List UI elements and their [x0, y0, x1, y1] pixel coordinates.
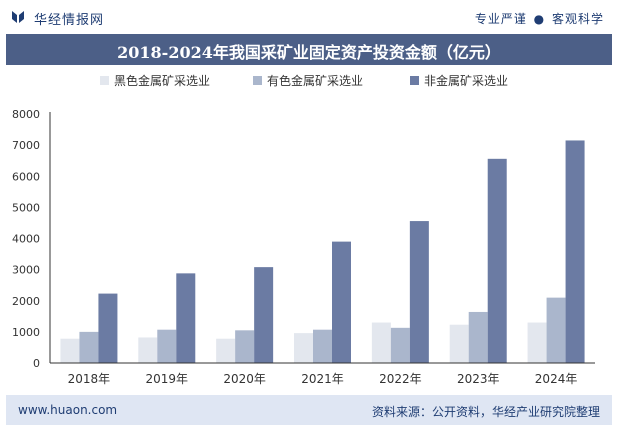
brand-logo-icon — [12, 11, 24, 23]
bar — [332, 241, 351, 363]
x-tick-label: 2024年 — [535, 372, 578, 386]
bar — [98, 293, 118, 363]
x-tick-label: 2019年 — [146, 372, 189, 386]
bar — [371, 322, 391, 363]
bar — [487, 158, 507, 363]
legend-swatch — [253, 76, 262, 85]
bar — [157, 329, 177, 363]
top-bar: 华经情报网 专业严谨 ● 客观科学 — [0, 0, 618, 34]
y-tick-label: 1000 — [12, 326, 40, 339]
bar — [294, 333, 313, 363]
legend-label: 有色金属矿采选业 — [267, 73, 363, 88]
x-tick-label: 2022年 — [379, 372, 422, 386]
bar — [409, 221, 429, 363]
bar — [546, 297, 566, 363]
brand-name: 华经情报网 — [34, 13, 105, 28]
legend-label: 黑色金属矿采选业 — [114, 73, 210, 88]
bar — [60, 338, 80, 363]
x-tick-label: 2020年 — [223, 372, 266, 386]
bar — [79, 331, 99, 363]
y-tick-label: 8000 — [12, 108, 40, 121]
legend-label: 非金属矿采选业 — [424, 73, 508, 88]
slogan-right: 客观科学 — [551, 12, 604, 26]
bar — [468, 311, 488, 363]
bar — [527, 322, 547, 363]
bar — [565, 140, 585, 363]
y-tick-label: 0 — [33, 357, 40, 370]
legend-swatch — [100, 76, 109, 85]
chart-area: 黑色金属矿采选业 有色金属矿采选业 非金属矿采选业 0 1000 2000 3000 4000… — [0, 65, 618, 395]
y-tick-label: 7000 — [12, 139, 40, 152]
bar — [313, 329, 332, 363]
title-bar: 2018-2024年我国采矿业固定资产投资金额（亿元） — [6, 34, 612, 65]
bar — [216, 338, 236, 363]
footer-bar: www.huaon.com 资料来源：公开资料，华经产业研究院整理 — [6, 395, 612, 425]
slogan-separator: ● — [533, 12, 546, 26]
bar — [449, 324, 469, 363]
bar — [138, 337, 158, 363]
y-tick-label: 2000 — [12, 295, 40, 308]
bar-chart: 黑色金属矿采选业 有色金属矿采选业 非金属矿采选业 0 1000 2000 3000 4000… — [12, 73, 595, 386]
x-tick-label: 2023年 — [457, 372, 500, 386]
x-tick-label: 2021年 — [301, 372, 344, 386]
data-source: 资料来源：公开资料，华经产业研究院整理 — [371, 405, 600, 419]
slogan-left: 专业严谨 — [474, 12, 527, 26]
chart-title: 2018-2024年我国采矿业固定资产投资金额（亿元） — [117, 43, 501, 62]
bar — [254, 267, 274, 363]
legend-swatch — [410, 76, 419, 85]
bar — [235, 330, 255, 363]
bar — [390, 327, 410, 363]
brand-slogan: 专业严谨 ● 客观科学 — [475, 10, 604, 27]
y-tick-label: 4000 — [12, 233, 40, 246]
y-tick-label: 5000 — [12, 201, 40, 214]
website-link[interactable]: www.huaon.com — [18, 403, 118, 417]
x-tick-label: 2018年 — [68, 372, 111, 386]
y-tick-label: 3000 — [12, 264, 40, 277]
bar — [176, 273, 196, 363]
y-tick-label: 6000 — [12, 170, 40, 183]
